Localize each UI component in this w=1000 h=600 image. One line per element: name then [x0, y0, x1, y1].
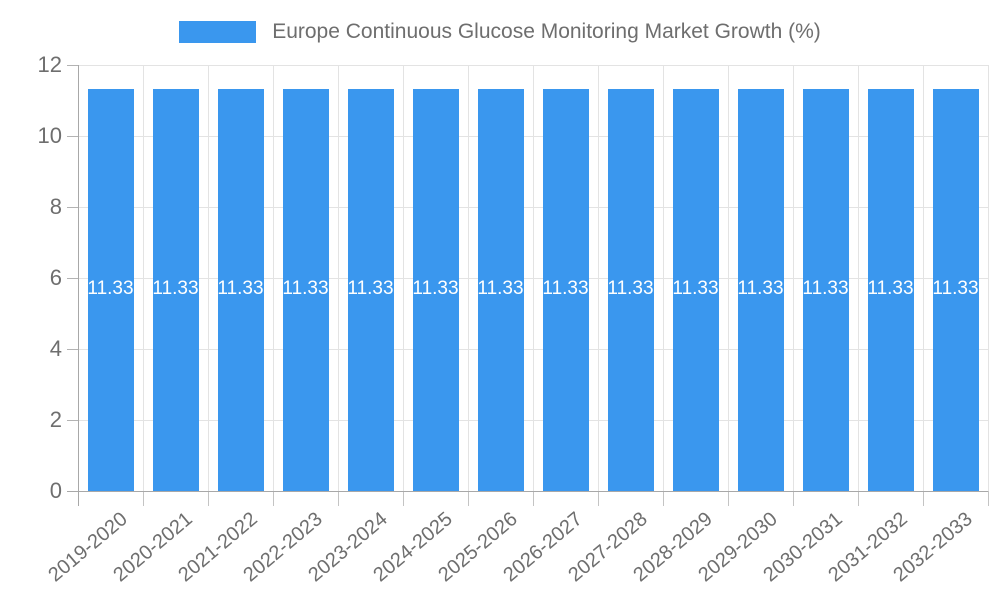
y-axis-tick: [67, 206, 78, 208]
y-axis-tick: [67, 348, 78, 350]
plot-area: 11.33 11.33 11.33 11.33 11.33 11.33 11.33 11.33…: [67, 64, 989, 506]
bar[interactable]: [802, 88, 849, 491]
bar-value-label: 11.33: [542, 277, 589, 299]
bar[interactable]: [737, 88, 784, 491]
gridline-vertical: [207, 65, 209, 491]
legend-swatch-icon: [179, 21, 257, 43]
bar[interactable]: [412, 88, 459, 491]
bar[interactable]: [932, 88, 979, 491]
gridline-vertical: [792, 65, 794, 491]
y-axis-line: [77, 65, 79, 506]
x-axis-tick: [662, 491, 664, 506]
gridline-vertical: [337, 65, 339, 491]
bar[interactable]: [542, 88, 589, 491]
y-axis-tick-label: 4: [49, 336, 62, 361]
y-axis-tick-label: 6: [49, 265, 62, 290]
bar[interactable]: [152, 88, 199, 491]
bar-value-label: 11.33: [282, 277, 329, 299]
x-axis-tick: [467, 491, 469, 506]
x-axis-tick: [922, 491, 924, 506]
gridline-vertical: [727, 65, 729, 491]
bar[interactable]: [672, 88, 719, 491]
bar[interactable]: [607, 88, 654, 491]
x-axis-tick: [142, 491, 144, 506]
y-axis-tick-label: 8: [49, 194, 62, 219]
y-axis-tick-label: 0: [49, 478, 62, 503]
bar-value-label: 11.33: [672, 277, 719, 299]
bar-value-label: 11.33: [802, 277, 849, 299]
gridline-vertical: [922, 65, 924, 491]
gridline-vertical: [597, 65, 599, 491]
gridline-vertical: [467, 65, 469, 491]
x-axis-tick: [207, 491, 209, 506]
bar[interactable]: [217, 88, 264, 491]
x-axis-line: [67, 490, 988, 492]
x-axis-tick: [727, 491, 729, 506]
gridline-vertical: [402, 65, 404, 491]
y-axis-tick-label: 10: [37, 123, 62, 148]
bar-value-label: 11.33: [607, 277, 654, 299]
x-axis-tick: [987, 491, 989, 506]
bar-value-label: 11.33: [412, 277, 459, 299]
bar[interactable]: [87, 88, 134, 491]
bar-value-label: 11.33: [932, 277, 979, 299]
x-axis-tick: [272, 491, 274, 506]
x-axis-tick: [792, 491, 794, 506]
gridline-vertical: [142, 65, 144, 491]
x-axis-tick: [597, 491, 599, 506]
gridline-vertical: [857, 65, 859, 491]
chart-legend[interactable]: Europe Continuous Glucose Monitoring Mar…: [0, 20, 1000, 44]
gridline-vertical: [662, 65, 664, 491]
y-axis-tick: [67, 64, 78, 66]
y-axis-tick: [67, 419, 78, 421]
gridline-vertical: [532, 65, 534, 491]
bar-value-label: 11.33: [87, 277, 134, 299]
y-axis-tick: [67, 135, 78, 137]
bar[interactable]: [867, 88, 914, 491]
bar[interactable]: [347, 88, 394, 491]
bar-value-label: 11.33: [477, 277, 524, 299]
x-axis-tick: [402, 491, 404, 506]
bar-value-label: 11.33: [217, 277, 264, 299]
x-axis-tick: [857, 491, 859, 506]
gridline-vertical: [272, 65, 274, 491]
gridline-vertical: [987, 65, 989, 491]
bar[interactable]: [282, 88, 329, 491]
y-axis-tick-label: 12: [37, 52, 62, 77]
bar-value-label: 11.33: [867, 277, 914, 299]
y-axis-tick-label: 2: [49, 407, 62, 432]
x-axis-tick: [532, 491, 534, 506]
bar[interactable]: [477, 88, 524, 491]
legend-label: Europe Continuous Glucose Monitoring Mar…: [272, 20, 821, 43]
bar-value-label: 11.33: [737, 277, 784, 299]
bar-value-label: 11.33: [152, 277, 199, 299]
y-axis-tick: [67, 277, 78, 279]
bar-value-label: 11.33: [347, 277, 394, 299]
x-axis-tick: [337, 491, 339, 506]
